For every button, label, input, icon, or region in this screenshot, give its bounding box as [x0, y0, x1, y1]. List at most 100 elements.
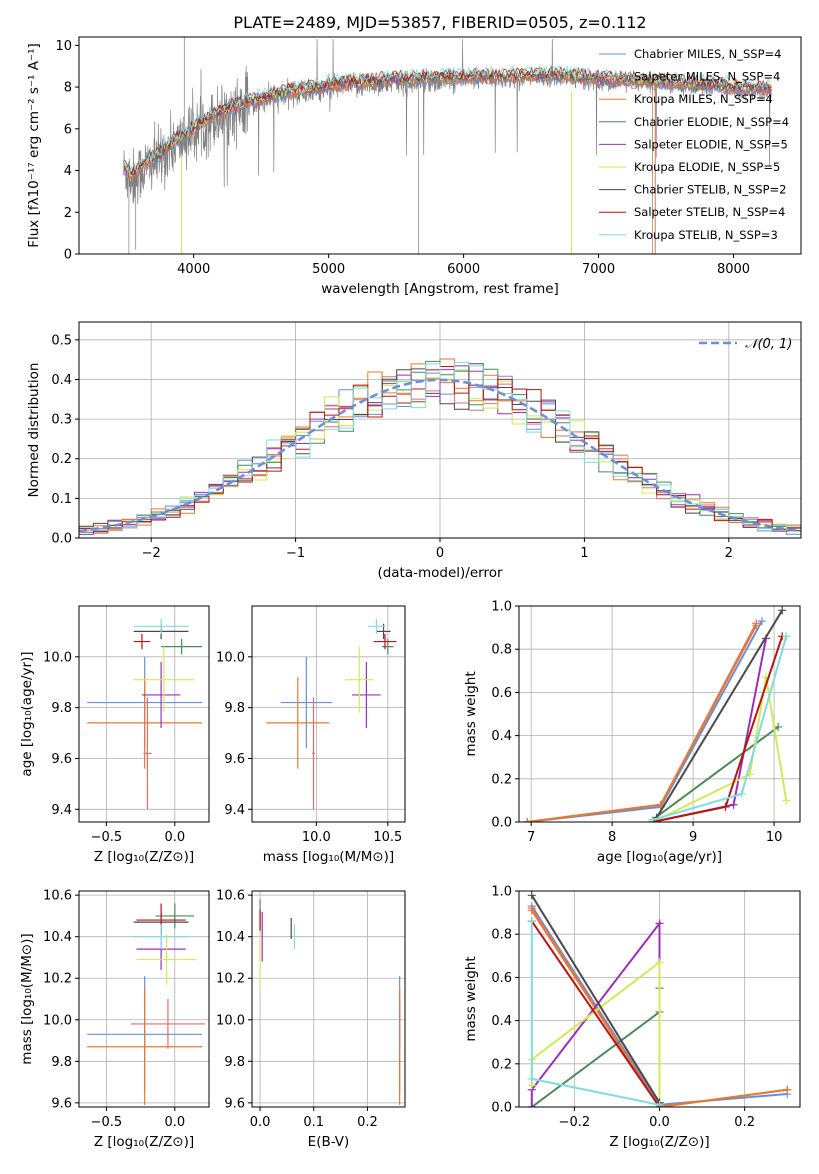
- y-tick-label: 2: [64, 206, 72, 221]
- x-tick-label: 0.1: [303, 1115, 324, 1130]
- weight-marker-salpeter-elodie: [527, 1103, 536, 1107]
- errorbar-salpeter-stelib: [373, 633, 397, 650]
- y-tick-label: 10: [55, 39, 72, 54]
- errorbar-kroupa-stelib: [367, 618, 385, 634]
- axes-frame: [78, 605, 210, 823]
- x-axis-label: mass [log₁₀(M/M⊙)]: [263, 849, 394, 865]
- x-axis-label: E(B-V): [308, 1134, 350, 1150]
- legend-label-kroupa-elodie: Kroupa ELODIE, N_SSP=5: [634, 160, 780, 174]
- y-tick-label: 10.4: [43, 930, 72, 945]
- errorbar-kroupa-miles: [87, 988, 203, 1105]
- y-tick-label: 10.6: [216, 889, 245, 904]
- legend-label-kroupa-miles: Kroupa MILES, N_SSP=4: [634, 92, 773, 106]
- legend-label-chabrier-miles: Chabrier MILES, N_SSP=4: [634, 47, 781, 61]
- y-tick-label: 1.0: [491, 885, 512, 900]
- legend-label-kroupa-stelib: Kroupa STELIB, N_SSP=3: [634, 228, 778, 242]
- y-tick-label: 0.8: [491, 928, 512, 943]
- y-axis-label: age [log₁₀(age/yr)]: [19, 651, 35, 776]
- weight-marker-kroupa-stelib: [655, 1100, 664, 1107]
- histogram-kroupa-stelib: [79, 361, 801, 532]
- y-tick-label: 0.4: [491, 1014, 512, 1029]
- weight-marker-chabrier-miles: [757, 617, 766, 626]
- weight-line-kroupa-elodie: [652, 677, 788, 822]
- errorbar-kroupa-elodie: [133, 646, 194, 713]
- spectrum-model-kroupa-stelib: [123, 64, 772, 174]
- y-tick-label: 10.2: [43, 972, 72, 987]
- weight-marker-salpeter-stelib: [721, 802, 730, 811]
- y-tick-label: 9.8: [51, 701, 72, 716]
- x-tick-label: 0.0: [649, 1115, 670, 1130]
- legend-label-gaussian: 𝒩(0, 1): [745, 337, 792, 352]
- y-tick-label: 9.8: [224, 1055, 245, 1070]
- histogram-salpeter-elodie: [79, 365, 801, 535]
- x-axis-label: Z [log₁₀(Z/Z⊙)]: [609, 1134, 709, 1150]
- x-tick-label: 0.2: [734, 1115, 755, 1130]
- plot-area: [523, 606, 791, 822]
- y-tick-label: 0.4: [51, 373, 72, 388]
- x-tick-label: 7: [527, 830, 535, 845]
- weight-line-salpeter-stelib: [530, 920, 661, 1107]
- weight-line-salpeter-miles: [526, 622, 758, 822]
- errorbar-kroupa-miles: [87, 677, 203, 769]
- weight-marker-chabrier-elodie: [774, 722, 783, 731]
- errorbar-kroupa-stelib: [133, 618, 189, 634]
- legend-label-salpeter-elodie: Salpeter ELODIE, N_SSP=5: [634, 137, 788, 151]
- weight-marker-kroupa-stelib: [527, 1074, 536, 1083]
- massweight-vs-metallicity-panel: −0.2 0.0 0.2 0.0 0.2 0.4 0.6 0.8 1.0 Z [log₁₀(Z/Z…: [463, 885, 801, 1150]
- x-tick-label: −0.5: [91, 1115, 123, 1130]
- y-tick-label: 10.6: [43, 889, 72, 904]
- y-tick-label: 0.1: [51, 492, 72, 507]
- errorbar-salpeter-stelib: [133, 633, 151, 650]
- weight-marker-kroupa-stelib: [782, 632, 791, 641]
- mass-vs-metallicity-panel: −0.5 0.0 9.6 9.8 10.0 10.2 10.4 10.6 Z [log₁₀(Z/…: [19, 889, 210, 1150]
- legend-label-salpeter-stelib: Salpeter STELIB, N_SSP=4: [634, 205, 785, 219]
- errorbar-salpeter-elodie: [352, 661, 381, 728]
- axes-frame: [251, 605, 406, 823]
- x-tick-label: 0.2: [357, 1115, 378, 1130]
- y-tick-label: 1.0: [491, 600, 512, 615]
- x-tick-label: 10.5: [373, 830, 402, 845]
- weight-line-kroupa-miles: [530, 909, 788, 1107]
- y-tick-label: 0.6: [491, 971, 512, 986]
- y-axis-label: mass [log₁₀(M/M⊙)]: [19, 933, 35, 1064]
- y-axis-label: mass weight: [463, 956, 479, 1041]
- y-tick-label: 9.6: [224, 752, 245, 767]
- y-tick-label: 0.2: [491, 772, 512, 787]
- y-tick-label: 0.6: [491, 686, 512, 701]
- y-tick-label: 9.6: [224, 1096, 245, 1111]
- plot-area: [79, 358, 801, 535]
- weight-line-chabrier-elodie: [652, 726, 779, 821]
- weight-marker-chabrier-stelib: [778, 606, 787, 615]
- x-tick-label: 0.0: [164, 1115, 185, 1130]
- y-tick-label: 8: [64, 81, 72, 96]
- x-tick-label: 0: [436, 546, 444, 561]
- legend-label-salpeter-miles: Salpeter MILES, N_SSP=4: [634, 70, 780, 84]
- plot-area: [87, 903, 205, 1105]
- x-axis-label: age [log₁₀(age/yr)]: [597, 849, 722, 865]
- axes-frame: [78, 36, 802, 255]
- residual-histogram-panel: −2 −1 0 1 2 0.0 0.1 0.2 0.3 0.4 0.5 (data-model)/er…: [26, 321, 802, 581]
- x-axis-label: wavelength [Angstrom, rest frame]: [321, 281, 559, 297]
- weight-marker-kroupa-miles: [523, 818, 532, 822]
- plot-area: [87, 618, 203, 810]
- y-axis-label: Flux [fλ10⁻¹⁷ erg cm⁻² s⁻¹ A⁻¹]: [26, 43, 42, 248]
- y-tick-label: 0.0: [491, 816, 512, 831]
- weight-marker-kroupa-elodie: [782, 796, 791, 805]
- y-tick-label: 0.5: [51, 333, 72, 348]
- errorbar-kroupa-stelib: [133, 924, 189, 950]
- y-tick-label: 0: [64, 248, 72, 263]
- weight-marker-kroupa-miles: [783, 1085, 792, 1094]
- y-tick-label: 9.4: [224, 803, 245, 818]
- x-tick-label: −2: [142, 546, 161, 561]
- y-axis-label: mass weight: [463, 671, 479, 756]
- y-tick-label: 10.4: [216, 930, 245, 945]
- weight-marker-kroupa-elodie: [655, 958, 664, 967]
- legend-label-chabrier-elodie: Chabrier ELODIE, N_SSP=4: [634, 115, 789, 129]
- y-tick-label: 10.0: [43, 1013, 72, 1028]
- plot-area: [123, 37, 772, 254]
- axes-frame: [78, 890, 210, 1108]
- weight-line-chabrier-miles: [526, 620, 763, 822]
- y-tick-label: 9.8: [51, 1055, 72, 1070]
- massweight-vs-age-panel: 7 8 9 10 0.0 0.2 0.4 0.6 0.8 1.0 age [log₁₀(age/yr…: [463, 600, 801, 865]
